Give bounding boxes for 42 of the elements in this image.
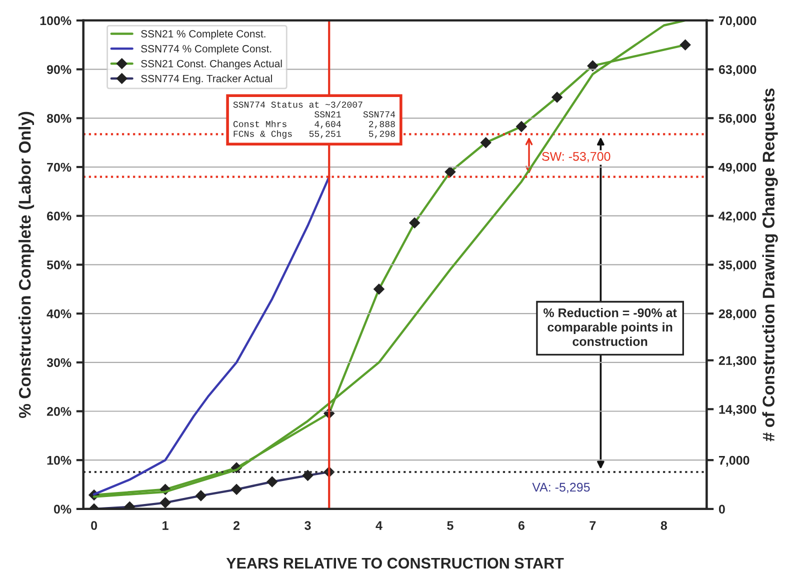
y-tick-label: 50% — [46, 260, 72, 270]
y-axis-title: % Construction Complete (Labor Only) — [18, 112, 34, 418]
legend-label: SSN21 % Complete Const. — [141, 30, 266, 40]
x-tick-label: 1 — [162, 521, 168, 530]
y2-tick-label: 21,300 — [718, 356, 756, 367]
y-tick-label: 90% — [46, 65, 72, 74]
annotation: % Reduction = -90% at comparable points in construction — [544, 308, 677, 346]
annotation: SW: -53,700 — [542, 152, 610, 162]
x-tick-label: 8 — [660, 521, 668, 530]
y2-tick-label: 28,000 — [718, 309, 756, 320]
y2-tick-label: 14,300 — [719, 404, 756, 416]
y-tick-label: 70% — [47, 162, 72, 172]
y-tick-label: 80% — [46, 114, 72, 123]
x-tick-label: 4 — [376, 521, 382, 530]
y-tick-label: 10% — [47, 456, 72, 465]
x-tick-label: 3 — [304, 521, 311, 530]
x-tick-label: 7 — [590, 521, 596, 530]
y2-tick-label: 56,000 — [718, 114, 756, 125]
y-tick-label: 60% — [47, 212, 72, 221]
x-tick-label: 5 — [447, 521, 454, 530]
y2-tick-label: 35,000 — [718, 260, 756, 272]
x-tick-label: 0 — [91, 521, 98, 530]
y-tick-label: 20% — [46, 407, 72, 416]
x-tick-label: 2 — [233, 521, 240, 530]
y2-tick-label: 63,000 — [718, 65, 756, 76]
y2-tick-label: 0 — [718, 504, 725, 514]
x-tick-label: 6 — [518, 521, 524, 530]
annotation: VA: -5,295 — [532, 482, 590, 494]
y-tick-label: 40% — [46, 309, 72, 318]
legend-label: SSN21 Const. Changes Actual — [141, 60, 282, 70]
legend-label: SSN774 Eng. Tracker Actual — [141, 74, 272, 84]
y2-tick-label: 70,000 — [719, 16, 756, 27]
x-axis-title: YEARS RELATIVE TO CONSTRUCTION START — [226, 558, 564, 569]
y2-tick-label: 49,000 — [718, 162, 756, 174]
y2-axis-title: # of Construction Drawing Change Requests — [762, 88, 778, 442]
y-tick-label: 30% — [46, 358, 72, 368]
y2-tick-label: 42,000 — [718, 212, 756, 222]
y-tick-label: 0% — [54, 504, 72, 514]
annotation: SSN774 Status at ~3/2007 SSN21 SSN774 Const Mhrs 4,604 2,888 FCNs & Chgs 55,251 5,298 — [233, 101, 396, 139]
y2-tick-label: 7,000 — [719, 456, 750, 467]
y-tick-label: 100% — [40, 16, 72, 26]
legend-label: SSN774 % Complete Const. — [141, 44, 272, 54]
